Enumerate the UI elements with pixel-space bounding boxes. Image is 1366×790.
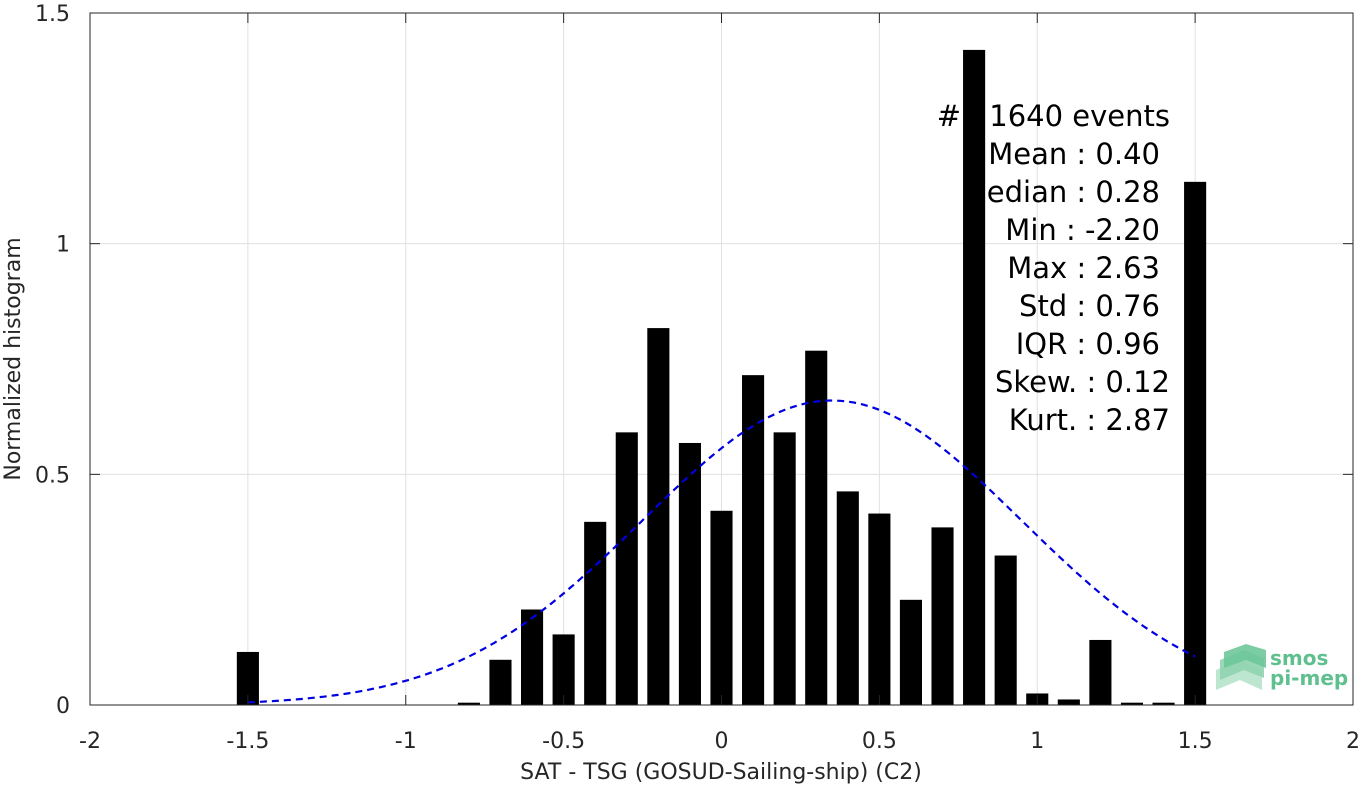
- histogram-bar: [678, 442, 701, 705]
- stats-line: Max : 2.63: [1007, 251, 1160, 285]
- histogram-bar: [457, 702, 480, 705]
- stats-line: Skew. : 0.12: [995, 365, 1170, 399]
- stats-line: Kurt. : 2.87: [1009, 403, 1170, 437]
- stats-line: Min : -2.20: [1005, 213, 1160, 247]
- logo-line2: pi-mep: [1270, 666, 1348, 690]
- y-tick-label: 0: [56, 694, 70, 719]
- x-tick-label: 2: [1346, 729, 1360, 754]
- logo-layers-icon: [1216, 644, 1266, 690]
- histogram-bar: [805, 350, 828, 705]
- y-tick-label: 1.5: [35, 2, 70, 27]
- histogram-bar: [963, 49, 986, 705]
- stats-line: # : 1640 events: [937, 99, 1170, 133]
- histogram-bar: [931, 527, 954, 705]
- stats-line: Mean : 0.40: [988, 137, 1160, 171]
- histogram-bar: [489, 659, 512, 705]
- x-tick-label: -2: [79, 729, 101, 754]
- stats-annotation: # : 1640 events Mean : 0.40 Median : 0.28 M…: [937, 99, 1170, 437]
- histogram-bar: [773, 432, 796, 705]
- axis-ticks: [89, 12, 1354, 706]
- histogram-bar: [1120, 702, 1144, 705]
- histogram-bar: [1089, 639, 1112, 705]
- stats-line: Median : 0.28: [962, 175, 1160, 209]
- histogram-bar: [615, 432, 638, 705]
- x-tick-label: 0: [715, 729, 729, 754]
- y-tick-label: 0.5: [35, 463, 70, 488]
- histogram-bar: [899, 599, 923, 705]
- histogram-bar: [236, 651, 259, 705]
- x-tick-label: -1: [395, 729, 417, 754]
- histogram-bar: [1057, 699, 1080, 705]
- histogram-bar: [994, 555, 1017, 705]
- y-tick-label: 1: [56, 233, 70, 258]
- x-tick-label: -1.5: [226, 729, 269, 754]
- x-tick-label: 1.5: [1178, 729, 1213, 754]
- x-tick-label: 1: [1030, 729, 1044, 754]
- histogram-bar: [552, 634, 575, 705]
- stats-line: IQR : 0.96: [1016, 327, 1160, 361]
- histogram-bar: [1184, 181, 1207, 705]
- stats-line: Std : 0.76: [1019, 289, 1160, 323]
- histogram-bar: [710, 510, 733, 705]
- histogram-bar: [520, 609, 544, 705]
- histogram-bar: [1152, 702, 1175, 705]
- normal-fit-curve: [247, 399, 1196, 704]
- y-axis-label: Normalized histogram: [1, 237, 26, 480]
- tick-labels: -2 -1.5 -1 -0.5 0 0.5 1 1.5 2 0 0.5 1 1.5: [35, 2, 1360, 754]
- histogram-bar: [742, 375, 765, 705]
- histogram-bar: [647, 328, 670, 705]
- x-tick-label: -0.5: [542, 729, 585, 754]
- smos-pimep-logo: smos pi-mep: [1216, 644, 1348, 690]
- histogram-bar: [584, 521, 607, 705]
- histogram-bar: [836, 491, 859, 705]
- x-axis-label: SAT - TSG (GOSUD-Sailing-ship) (C2): [520, 760, 922, 785]
- bars: [236, 49, 1207, 705]
- x-tick-label: 0.5: [862, 729, 897, 754]
- histogram-bar: [868, 513, 891, 705]
- logo-line1: smos: [1270, 646, 1328, 670]
